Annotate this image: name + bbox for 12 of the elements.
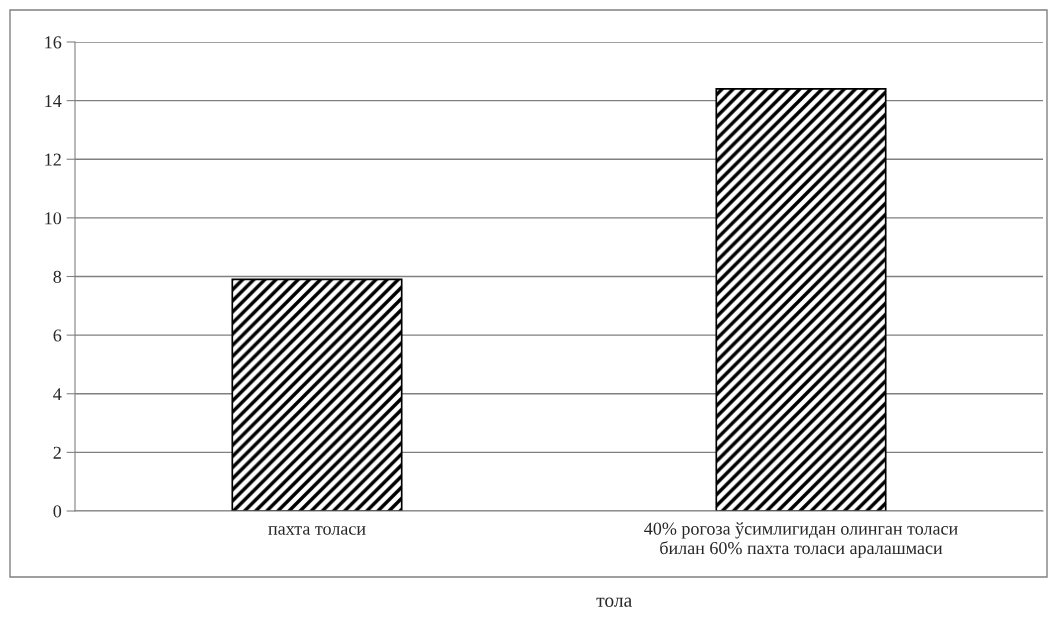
x-tick-label: пахта толаси [268, 526, 366, 535]
x-tick-label: 40% рогоза ўсимлигидан олинган толаси билан 60% пахта толаси аралашмаси [644, 522, 958, 558]
x-axis-title: тола [596, 597, 632, 607]
y-tick-label: 6 [53, 329, 62, 342]
y-tick-label: 10 [45, 212, 62, 225]
y-tick-label: 2 [53, 446, 61, 459]
y-tick-label: 12 [45, 153, 61, 166]
y-tick-label: 16 [45, 36, 62, 49]
y-tick-label: 0 [53, 505, 62, 518]
y-tick-label: 8 [53, 270, 62, 283]
y-tick-label: 14 [45, 94, 62, 107]
y-tick-label: 4 [53, 388, 62, 401]
